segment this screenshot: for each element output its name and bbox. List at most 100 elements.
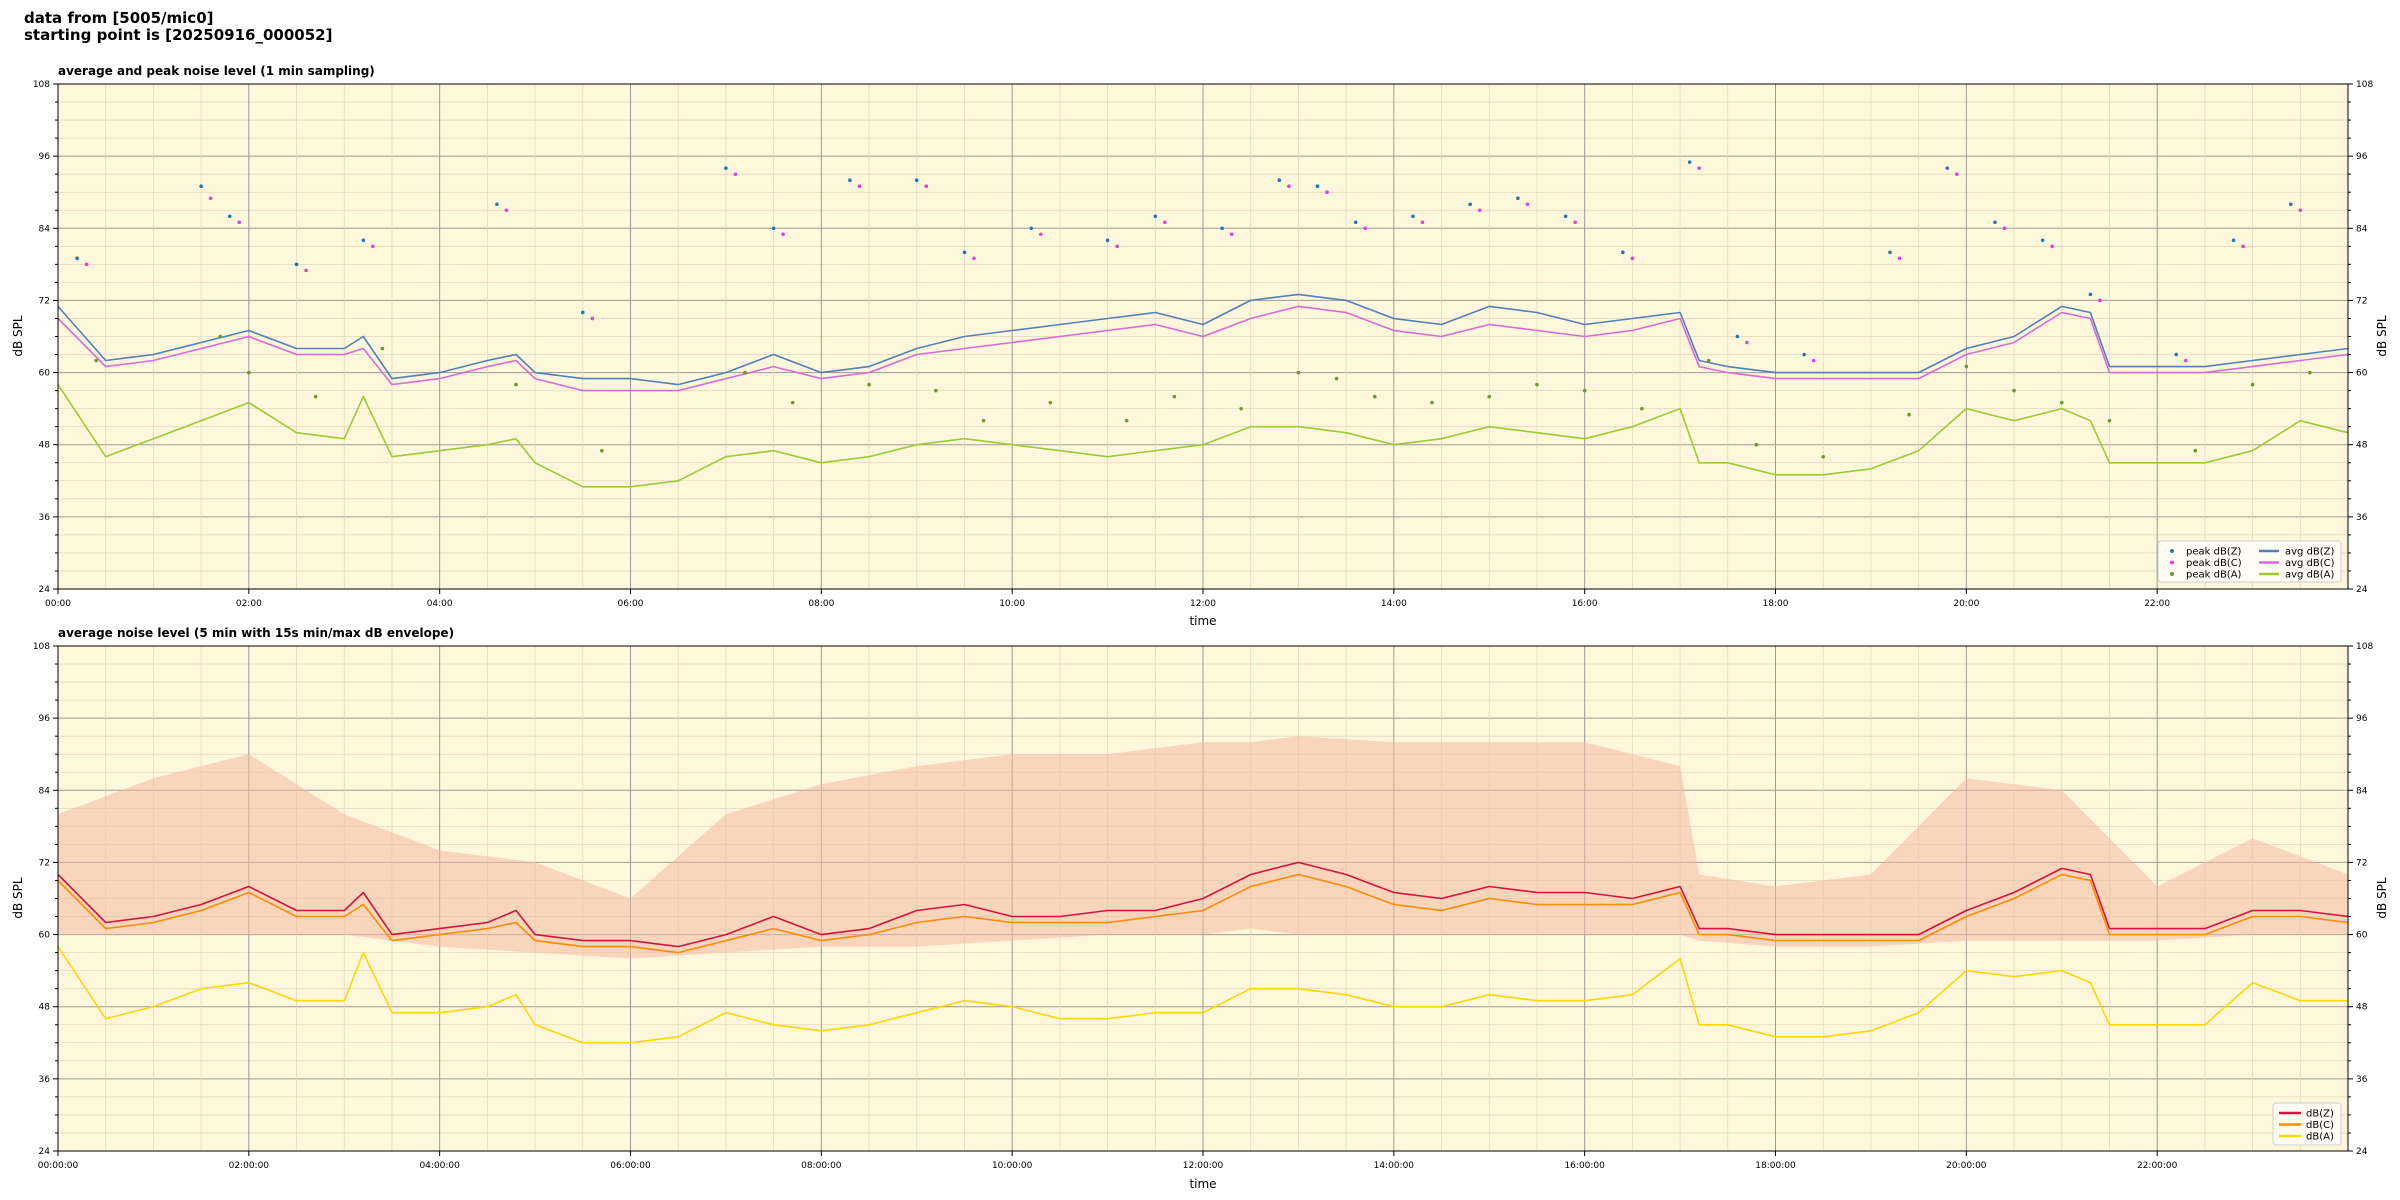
data-point-peak-db-a- <box>1487 394 1492 399</box>
y-tick-label: 96 <box>39 714 51 724</box>
data-point-peak-db-c- <box>1229 232 1234 237</box>
data-point-peak-db-z- <box>1687 160 1692 164</box>
data-point-peak-db-a- <box>790 400 795 405</box>
y-tick-label: 60 <box>39 931 51 941</box>
y-tick-label-right: 48 <box>2356 441 2368 451</box>
x-tick-label: 04:00:00 <box>419 1161 460 1171</box>
data-point-peak-db-c- <box>1745 340 1749 345</box>
x-tick-label: 06:00:00 <box>610 1161 651 1171</box>
y-tick-label-right: 60 <box>2356 931 2368 941</box>
data-point-peak-db-c- <box>1811 358 1816 363</box>
panel2-axes: 24 24 36 36 48 48 60 60 72 72 84 84 96 96 108 108 00:00:… <box>33 642 2374 1171</box>
series-line-db-a- <box>57 946 2348 1044</box>
data-point-peak-db-c- <box>1897 256 1902 261</box>
panel1-marks <box>57 160 2349 488</box>
data-point-peak-db-z- <box>1315 184 1320 189</box>
data-point-peak-db-z- <box>294 262 299 267</box>
data-point-peak-db-z- <box>1993 220 1997 225</box>
data-point-peak-db-a- <box>2059 400 2064 405</box>
data-point-peak-db-a- <box>1372 394 1377 399</box>
starting-point-text: starting point is [20250916_000052] <box>24 26 333 44</box>
data-point-peak-db-c- <box>371 244 375 249</box>
panel2-legend: dB(Z)dB(C)dB(A) <box>2272 1102 2342 1146</box>
x-tick-label: 16:00 <box>1572 599 1598 609</box>
data-point-peak-db-z- <box>2040 238 2045 243</box>
x-tick-label: 16:00:00 <box>1564 1161 1605 1171</box>
panel2-ylabel: dB SPL <box>11 877 25 919</box>
panel2-marks <box>57 736 2349 1044</box>
y-tick-label: 84 <box>39 224 51 234</box>
data-point-peak-db-c- <box>781 232 785 237</box>
legend-marker <box>2170 549 2174 553</box>
data-point-peak-db-c- <box>84 262 89 267</box>
data-point-peak-db-z- <box>2288 202 2293 207</box>
data-point-peak-db-z- <box>1153 214 1158 219</box>
data-point-peak-db-z- <box>848 178 852 182</box>
y-tick-label: 96 <box>39 152 51 162</box>
y-tick-label: 108 <box>33 80 50 90</box>
data-point-peak-db-z- <box>1888 250 1892 255</box>
data-point-peak-db-c- <box>857 184 862 189</box>
legend-label: peak dB(C) <box>2186 558 2242 569</box>
x-tick-label: 02:00:00 <box>229 1161 270 1171</box>
legend-label: dB(C) <box>2306 1120 2334 1131</box>
y-tick-label: 84 <box>39 786 51 796</box>
panel1-ylabel-right: dB SPL <box>2375 315 2389 357</box>
legend-label: peak dB(A) <box>2186 570 2242 581</box>
data-point-peak-db-z- <box>2231 238 2236 243</box>
x-tick-label: 12:00 <box>1190 599 1216 609</box>
data-point-peak-db-z- <box>771 226 776 231</box>
x-tick-label: 18:00:00 <box>1755 1161 1796 1171</box>
y-tick-label-right: 84 <box>2356 224 2368 234</box>
x-tick-label: 10:00 <box>999 599 1025 609</box>
data-point-peak-db-z- <box>1468 202 1472 207</box>
data-point-peak-db-a- <box>1430 400 1434 405</box>
data-point-peak-db-a- <box>514 382 518 387</box>
data-point-peak-db-z- <box>361 238 366 243</box>
data-point-peak-db-a- <box>2308 370 2312 375</box>
data-point-peak-db-a- <box>1535 382 1539 387</box>
data-point-peak-db-a- <box>1124 418 1129 423</box>
x-tick-label: 18:00 <box>1763 599 1789 609</box>
data-point-peak-db-c- <box>237 220 242 225</box>
panel1-title: average and peak noise level (1 min samp… <box>58 64 375 78</box>
data-point-peak-db-c- <box>590 316 595 321</box>
data-point-peak-db-c- <box>2002 226 2007 231</box>
y-tick-label-right: 84 <box>2356 786 2368 796</box>
y-tick-label-right: 72 <box>2356 858 2367 868</box>
data-point-peak-db-c- <box>1697 166 1701 170</box>
data-point-peak-db-c- <box>1573 220 1577 225</box>
y-tick-label-right: 108 <box>2356 80 2373 90</box>
data-source-text: data from [5005/mic0] <box>24 9 214 27</box>
data-point-peak-db-c- <box>504 208 509 213</box>
data-point-peak-db-c- <box>1038 232 1043 237</box>
legend-label: dB(Z) <box>2306 1109 2334 1120</box>
data-point-peak-db-z- <box>724 166 728 170</box>
data-point-peak-db-z- <box>1277 178 1282 182</box>
x-tick-label: 10:00:00 <box>992 1161 1033 1171</box>
x-tick-label: 04:00 <box>427 599 453 609</box>
data-point-peak-db-a- <box>94 358 98 363</box>
data-point-peak-db-a- <box>1706 358 1711 363</box>
data-point-peak-db-a- <box>2250 382 2255 387</box>
data-point-peak-db-a- <box>2012 388 2016 393</box>
data-point-peak-db-z- <box>2088 292 2093 297</box>
panel1-axes: 24 24 36 36 48 48 60 60 72 72 84 84 96 96 108 108 00:00 0… <box>33 80 2374 609</box>
series-line-avg-db-z- <box>57 293 2349 386</box>
legend-box <box>2157 540 2342 583</box>
x-tick-label: 14:00 <box>1381 599 1407 609</box>
data-point-peak-db-a- <box>1821 454 1826 459</box>
envelope-area <box>58 736 2348 959</box>
panel-peak-avg: average and peak noise level (1 min samp… <box>11 64 2389 628</box>
data-point-peak-db-z- <box>1802 352 1806 357</box>
data-point-peak-db-a- <box>218 334 223 339</box>
data-point-peak-db-z- <box>1220 226 1224 231</box>
data-point-peak-db-a- <box>2193 448 2198 453</box>
series-line-db-c- <box>57 873 2349 954</box>
legend-label: dB(A) <box>2306 1132 2334 1143</box>
data-point-peak-db-a- <box>1334 376 1339 381</box>
legend-label: avg dB(A) <box>2285 570 2335 581</box>
data-point-peak-db-c- <box>924 184 929 189</box>
legend-marker <box>2170 572 2174 576</box>
